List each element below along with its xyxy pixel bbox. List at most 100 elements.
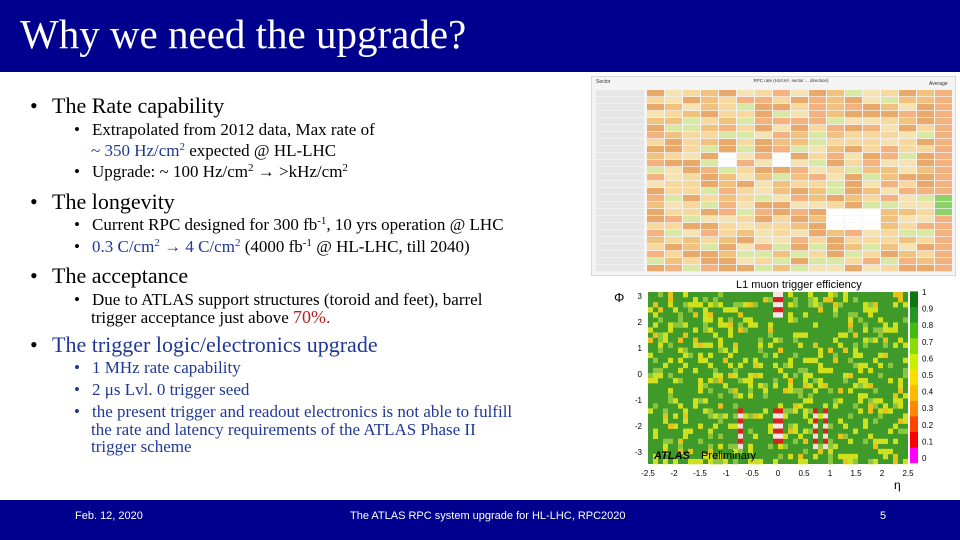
heatmap-cell (683, 322, 688, 328)
heatmap-cell (713, 378, 718, 384)
table-cell (701, 174, 718, 181)
heatmap-cell (773, 408, 778, 414)
table-cell (935, 118, 952, 125)
heatmap-cell (798, 388, 803, 394)
table-cell (665, 244, 682, 251)
heatmap-cell (853, 383, 858, 389)
table-row-label-cell (596, 111, 644, 118)
table-cell (881, 202, 898, 209)
table-cell (827, 237, 844, 244)
heatmap-cell (733, 458, 738, 465)
table-cell (809, 230, 826, 237)
table-cell (701, 251, 718, 258)
sub-bullet-trigger-3: • the present trigger and readout electro… (74, 402, 513, 421)
heatmap-cell (718, 433, 723, 440)
table-cell (935, 244, 952, 251)
heatmap-cell (703, 342, 708, 348)
heatmap-cell (768, 322, 773, 328)
table-cell (899, 153, 916, 160)
heatmap-cell (653, 332, 658, 338)
heatmap-cell (803, 372, 808, 379)
heatmap-cell (743, 378, 748, 384)
heatmap-cell (733, 393, 738, 399)
table-cell (827, 153, 844, 160)
table-row-label-cell (596, 188, 644, 195)
heatmap-cell (718, 337, 723, 343)
phi-axis-label: Φ (614, 290, 624, 305)
heatmap-cell (768, 428, 773, 434)
heatmap-cell (818, 302, 823, 308)
table-row-label-cell (596, 202, 644, 209)
heatmap-cell (813, 433, 818, 440)
sub-bullet-longevity-2: • 0.3 C/cm2 → 4 C/cm2 (4000 fb-1 @ HL-LHC… (74, 237, 470, 256)
table-cell (935, 111, 952, 118)
table-cell (701, 111, 718, 118)
heatmap-cell (703, 398, 708, 404)
heatmap-cell (673, 322, 678, 328)
table-cell (773, 146, 790, 153)
table-cell (647, 139, 664, 146)
heatmap-cell (778, 403, 783, 409)
table-cell (827, 265, 844, 272)
heatmap-cell (743, 302, 748, 308)
heatmap-cell (728, 362, 733, 369)
heatmap-cell (808, 292, 813, 298)
table-cell (791, 139, 808, 146)
heatmap-cell (768, 443, 773, 450)
heatmap-cell (798, 458, 803, 465)
heatmap-cell (878, 448, 883, 455)
heatmap-cell (718, 302, 723, 308)
table-cell (809, 202, 826, 209)
heatmap-cell (683, 408, 688, 414)
heatmap-cell (848, 317, 853, 323)
heatmap-cell (718, 372, 723, 379)
heatmap-cell (658, 317, 663, 323)
table-cell (791, 188, 808, 195)
z-tick-label: 0.9 (922, 305, 934, 314)
heatmap-cell (773, 383, 778, 389)
heatmap-cell (723, 322, 728, 328)
table-cell (647, 174, 664, 181)
table-cell (647, 258, 664, 265)
table-cell (701, 265, 718, 272)
heatmap-cell (793, 302, 798, 308)
table-cell (665, 181, 682, 188)
table-cell (863, 237, 880, 244)
table-cell (827, 146, 844, 153)
table-cell (647, 125, 664, 132)
table-row-label-cell (596, 146, 644, 153)
table-cell (899, 160, 916, 167)
heatmap-cell (773, 423, 778, 429)
heatmap-cell (863, 362, 868, 369)
heatmap-cell (778, 408, 783, 414)
heatmap-cell (813, 408, 818, 414)
table-cell (719, 230, 736, 237)
table-cell (917, 181, 934, 188)
table-cell (737, 216, 754, 223)
heatmap-cell (818, 362, 823, 369)
heatmap-cell (668, 297, 673, 303)
heatmap-cell (878, 413, 883, 419)
table-row-label-cell (596, 216, 644, 223)
heatmap-cell (773, 418, 778, 424)
table-cell (827, 244, 844, 251)
table-cell (881, 251, 898, 258)
table-cell (665, 223, 682, 230)
table-cell (917, 251, 934, 258)
heatmap-color-scale (910, 291, 918, 464)
heatmap-cell (648, 337, 653, 343)
heatmap-cell (753, 357, 758, 364)
heatmap-cell (668, 423, 673, 429)
heatmap-cell (733, 443, 738, 450)
heatmap-cell (853, 312, 858, 318)
heatmap-cell (873, 443, 878, 450)
table-cell (917, 216, 934, 223)
heatmap-cell (748, 443, 753, 450)
table-cell (935, 125, 952, 132)
heatmap-cell (778, 423, 783, 429)
table-cell (827, 104, 844, 111)
table-cell (755, 118, 772, 125)
table-cell (863, 188, 880, 195)
table-cell (719, 265, 736, 272)
table-cell (845, 97, 862, 104)
